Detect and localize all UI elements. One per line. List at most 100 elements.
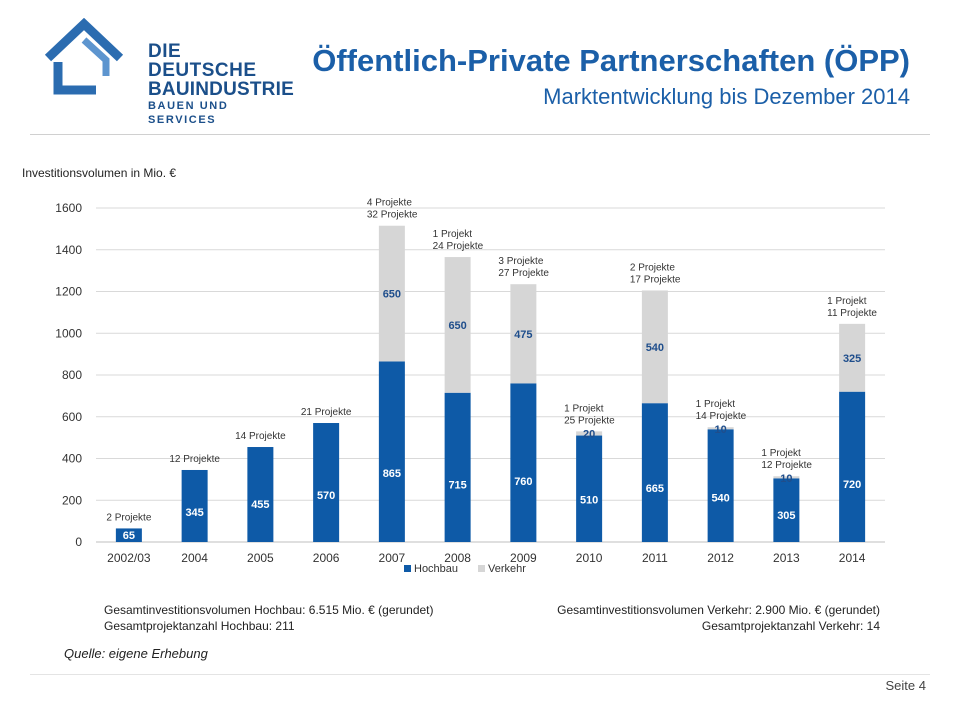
bar-annotation: 2 Projekte xyxy=(106,512,151,523)
stats-hochbau-volume: Gesamtinvestitionsvolumen Hochbau: 6.515… xyxy=(104,603,434,617)
data-label-hochbau: 455 xyxy=(251,499,269,511)
bar-annotation: 11 Projekte xyxy=(827,308,877,319)
stats-verkehr-volume: Gesamtinvestitionsvolumen Verkehr: 2.900… xyxy=(557,603,880,617)
bar-annotation: 14 Projekte xyxy=(235,431,286,442)
bar-verkehr xyxy=(510,284,537,384)
legend-label-hochbau: Hochbau xyxy=(414,563,458,575)
logo-line-2: BAUINDUSTRIE xyxy=(148,79,294,100)
x-tick-label: 2014 xyxy=(839,551,866,565)
bar-annotation: 21 Projekte xyxy=(301,407,352,418)
bar-hochbau xyxy=(576,435,603,542)
data-label-hochbau: 345 xyxy=(185,507,203,519)
x-tick-label: 2006 xyxy=(313,551,340,565)
bar-annotation: 25 Projekte xyxy=(564,415,615,426)
data-label-hochbau: 510 xyxy=(580,495,598,507)
logo: DIE DEUTSCHE BAUINDUSTRIE BAUEN UND SERV… xyxy=(44,17,294,126)
bar-annotation: 32 Projekte xyxy=(367,210,418,221)
bar-hochbau xyxy=(773,478,800,542)
bar-hochbau xyxy=(181,469,208,542)
data-label-verkehr: 325 xyxy=(843,353,861,365)
bar-hochbau xyxy=(115,528,142,542)
bar-annotation: 3 Projekte xyxy=(498,256,543,267)
bar-verkehr xyxy=(641,290,668,404)
bar-annotation: 1 Projekt xyxy=(564,403,604,414)
legend-swatch-hochbau xyxy=(404,565,411,572)
footer-divider xyxy=(30,674,930,675)
bar-hochbau xyxy=(707,429,734,542)
bar-annotation: 14 Projekte xyxy=(696,411,747,422)
bar-verkehr xyxy=(839,323,866,392)
legend-label-verkehr: Verkehr xyxy=(488,563,526,575)
y-tick-label: 600 xyxy=(62,410,82,424)
data-label-hochbau: 865 xyxy=(383,468,401,480)
data-label-verkehr: 650 xyxy=(383,289,401,301)
bar-hochbau xyxy=(313,423,340,542)
bar-verkehr xyxy=(707,427,734,430)
x-tick-label: 2009 xyxy=(510,551,537,565)
bar-annotation: 2 Projekte xyxy=(630,262,675,273)
data-label-verkehr: 10 xyxy=(715,424,727,436)
y-tick-label: 1600 xyxy=(55,201,82,215)
bar-annotation: 1 Projekt xyxy=(433,229,473,240)
house-logo-icon xyxy=(44,17,124,95)
bar-annotation: 1 Projekt xyxy=(827,296,867,307)
page-number: Seite 4 xyxy=(885,678,926,693)
stacked-bar-chart: 0 200 400 600 800 1000 1200 1400 1600 2002/03 65 2 … xyxy=(55,198,885,575)
y-tick-label: 200 xyxy=(62,493,82,507)
bar-hochbau xyxy=(839,391,866,542)
y-tick-label: 800 xyxy=(62,368,82,382)
logo-line-1: DIE DEUTSCHE xyxy=(148,41,257,81)
bar-verkehr xyxy=(773,476,800,479)
bar-hochbau xyxy=(444,392,471,542)
bar-hochbau xyxy=(247,447,274,542)
stats-hochbau-count: Gesamtprojektanzahl Hochbau: 211 xyxy=(104,619,295,633)
stats-verkehr-count: Gesamtprojektanzahl Verkehr: 14 xyxy=(701,619,880,633)
data-label-verkehr: 650 xyxy=(448,320,466,332)
logo-line-3: BAUEN UND SERVICES xyxy=(148,100,229,126)
bar-annotation: 24 Projekte xyxy=(433,241,484,252)
bar-verkehr xyxy=(576,431,603,436)
legend-swatch-verkehr xyxy=(478,565,485,572)
logo-text: DIE DEUTSCHE BAUINDUSTRIE BAUEN UND SERV… xyxy=(148,42,294,127)
data-label-hochbau: 540 xyxy=(711,492,729,504)
stats-verkehr: Gesamtinvestitionsvolumen Verkehr: 2.900… xyxy=(557,602,880,634)
data-label-hochbau: 305 xyxy=(777,510,795,522)
x-tick-label: 2013 xyxy=(773,551,800,565)
x-tick-label: 2012 xyxy=(707,551,734,565)
bar-annotation: 4 Projekte xyxy=(367,198,412,209)
x-tick-label: 2004 xyxy=(181,551,208,565)
data-label-hochbau: 715 xyxy=(448,479,466,491)
stats-hochbau: Gesamtinvestitionsvolumen Hochbau: 6.515… xyxy=(104,602,434,634)
bar-annotation: 12 Projekte xyxy=(761,460,812,471)
bar-annotation: 12 Projekte xyxy=(169,454,220,465)
bar-verkehr xyxy=(444,257,471,393)
x-tick-label: 2005 xyxy=(247,551,274,565)
y-tick-label: 1400 xyxy=(55,243,82,257)
data-label-hochbau: 665 xyxy=(646,483,664,495)
y-tick-label: 0 xyxy=(75,535,82,549)
bar-annotation: 27 Projekte xyxy=(498,268,549,279)
bar-hochbau xyxy=(641,403,668,542)
data-label-verkehr: 540 xyxy=(646,342,664,354)
page-title: Öffentlich-Private Partnerschaften (ÖPP) xyxy=(312,43,910,78)
y-tick-label: 1200 xyxy=(55,285,82,299)
x-tick-label: 2010 xyxy=(576,551,603,565)
bar-annotation: 1 Projekt xyxy=(761,448,801,459)
x-tick-label: 2008 xyxy=(444,551,471,565)
data-label-verkehr: 20 xyxy=(583,428,595,440)
bar-annotation: 1 Projekt xyxy=(696,399,736,410)
bar-annotation: 17 Projekte xyxy=(630,274,681,285)
y-tick-label: 1000 xyxy=(55,326,82,340)
data-label-verkehr: 475 xyxy=(514,329,532,341)
y-tick-label: 400 xyxy=(62,452,82,466)
data-label-verkehr: 10 xyxy=(780,473,792,485)
data-label-hochbau: 65 xyxy=(123,530,135,542)
bar-hochbau xyxy=(510,383,537,542)
header-divider xyxy=(30,134,930,135)
data-label-hochbau: 720 xyxy=(843,479,861,491)
data-label-hochbau: 760 xyxy=(514,476,532,488)
source-note: Quelle: eigene Erhebung xyxy=(64,646,208,661)
bar-verkehr xyxy=(378,225,405,362)
y-axis-label: Investitionsvolumen in Mio. € xyxy=(22,166,177,180)
bar-hochbau xyxy=(378,361,405,542)
